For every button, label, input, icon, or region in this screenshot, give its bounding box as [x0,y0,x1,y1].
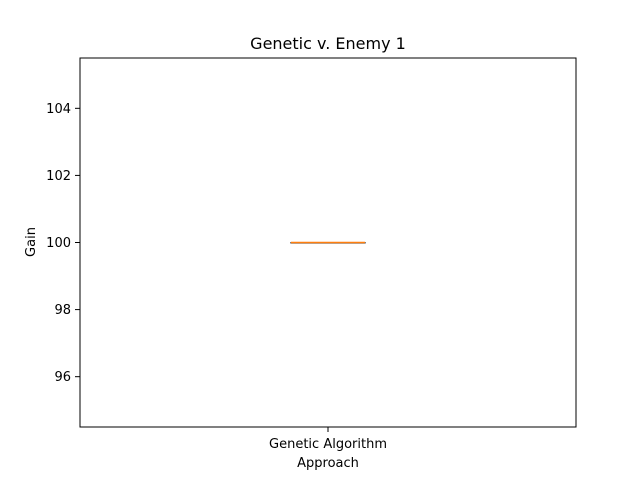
x-axis-label: Approach [297,456,359,471]
y-axis-label: Gain [24,227,39,257]
y-tick-label: 104 [46,102,71,117]
y-tick-label: 96 [54,370,71,385]
y-tick-label: 100 [46,236,71,251]
y-tick-label: 102 [46,169,71,184]
boxes-group [290,241,366,244]
y-axis: 96 98 100 102 104 [46,102,80,385]
x-tick-label: Genetic Algorithm [269,437,387,452]
x-axis: Genetic Algorithm [269,427,387,452]
chart-title: Genetic v. Enemy 1 [250,34,406,53]
y-tick-label: 98 [54,303,71,318]
